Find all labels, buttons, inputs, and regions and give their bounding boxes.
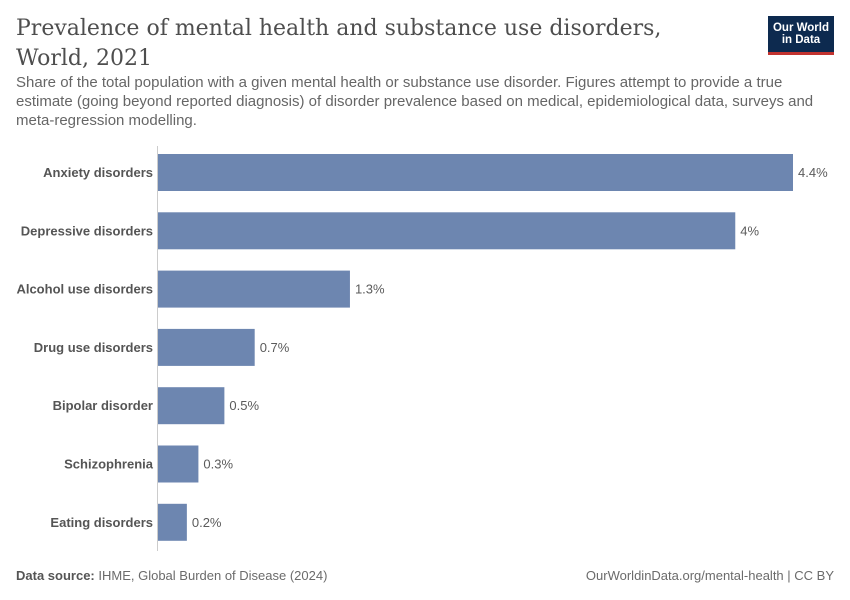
category-label-alcohol-use-disorders: Alcohol use disorders — [16, 282, 153, 297]
value-label-depressive-disorders: 4% — [740, 223, 759, 238]
category-label-drug-use-disorders: Drug use disorders — [34, 340, 153, 355]
value-label-alcohol-use-disorders: 1.3% — [355, 282, 385, 297]
bar-alcohol-use-disorders[interactable] — [158, 270, 350, 308]
category-label-schizophrenia: Schizophrenia — [64, 457, 154, 472]
bar-eating-disorders[interactable] — [158, 503, 187, 541]
value-label-anxiety-disorders: 4.4% — [798, 165, 828, 180]
bar-anxiety-disorders[interactable] — [158, 154, 793, 191]
value-label-drug-use-disorders: 0.7% — [260, 340, 290, 355]
category-label-bipolar-disorder: Bipolar disorder — [53, 398, 153, 413]
value-label-eating-disorders: 0.2% — [192, 515, 222, 530]
chart-subtitle: Share of the total population with a giv… — [16, 74, 814, 129]
category-label-eating-disorders: Eating disorders — [50, 515, 153, 530]
bar-drug-use-disorders[interactable] — [158, 328, 255, 366]
attribution-link[interactable]: OurWorldinData.org/mental-health | CC BY — [585, 568, 834, 583]
category-label-anxiety-disorders: Anxiety disorders — [43, 165, 153, 180]
source-text: IHME, Global Burden of Disease (2024) — [98, 568, 328, 583]
owid-logo[interactable]: Our World in Data — [768, 16, 834, 55]
category-label-depressive-disorders: Depressive disorders — [21, 223, 153, 238]
bar-bipolar-disorder[interactable] — [158, 387, 225, 425]
bar-schizophrenia[interactable] — [158, 445, 199, 483]
value-label-schizophrenia: 0.3% — [203, 457, 233, 472]
logo-line-2: in Data — [781, 34, 821, 46]
bars-layer: Anxiety disorders 4.4% Depressive disorder… — [16, 154, 828, 541]
value-label-bipolar-disorder: 0.5% — [229, 398, 259, 413]
logo-line-1: Our World — [772, 22, 829, 34]
bar-depressive-disorders[interactable] — [158, 212, 736, 250]
chart-title: Prevalence of mental health and substanc… — [16, 16, 662, 71]
data-source: Data source: IHME, Global Burden of Dise… — [16, 568, 327, 583]
source-label: Data source: — [16, 568, 95, 583]
